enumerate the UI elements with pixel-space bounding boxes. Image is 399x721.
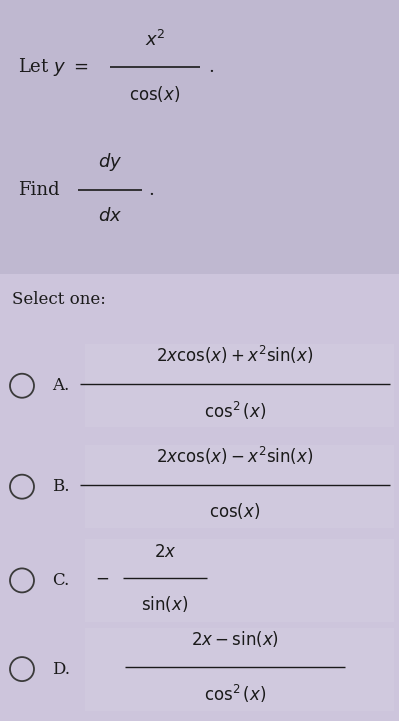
- Text: $dy$: $dy$: [98, 151, 122, 172]
- FancyBboxPatch shape: [85, 445, 394, 528]
- Text: Let $y\ =$: Let $y\ =$: [18, 56, 89, 78]
- Text: $2x\cos(x) + x^2\sin(x)$: $2x\cos(x) + x^2\sin(x)$: [156, 344, 314, 366]
- Text: .: .: [208, 58, 214, 76]
- Text: $2x - \sin(x)$: $2x - \sin(x)$: [191, 629, 279, 649]
- Text: $\sin(x)$: $\sin(x)$: [141, 594, 189, 614]
- Text: $-$: $-$: [95, 570, 109, 587]
- Text: C.: C.: [52, 572, 69, 589]
- FancyBboxPatch shape: [0, 0, 399, 274]
- Text: $\cos(x)$: $\cos(x)$: [129, 84, 181, 104]
- Text: D.: D.: [52, 660, 70, 678]
- Text: $\cos^2(x)$: $\cos^2(x)$: [204, 399, 266, 422]
- Text: $2x$: $2x$: [154, 544, 176, 562]
- Text: $dx$: $dx$: [98, 207, 122, 225]
- FancyBboxPatch shape: [85, 345, 394, 427]
- Text: A.: A.: [52, 377, 69, 394]
- Text: $\cos(x)$: $\cos(x)$: [209, 500, 261, 521]
- Text: $\cos^2(x)$: $\cos^2(x)$: [204, 683, 266, 705]
- Text: Find: Find: [18, 181, 59, 199]
- FancyBboxPatch shape: [85, 627, 394, 711]
- Text: $2x\cos(x) - x^2\sin(x)$: $2x\cos(x) - x^2\sin(x)$: [156, 445, 314, 466]
- Text: B.: B.: [52, 478, 69, 495]
- Text: .: .: [148, 181, 154, 199]
- Text: Select one:: Select one:: [12, 291, 106, 308]
- FancyBboxPatch shape: [85, 539, 394, 622]
- Text: $x^2$: $x^2$: [145, 30, 165, 50]
